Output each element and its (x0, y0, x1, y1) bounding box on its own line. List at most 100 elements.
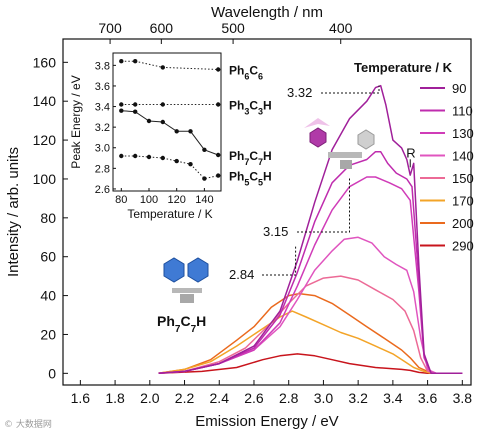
x2-tick-label: 700 (98, 20, 122, 36)
inset-y-title: Peak Energy / eV (69, 75, 83, 168)
series-150K-line (158, 275, 463, 375)
inset-series-Ph7C7H (121, 110, 219, 156)
molecule-label: Ph7C7H (157, 313, 206, 335)
plot-frame (62, 38, 472, 386)
blue-ring-icon (187, 257, 209, 283)
inset-point (174, 129, 179, 134)
legend-label: 140 (452, 149, 474, 164)
gray-block-icon (180, 294, 194, 303)
series-200K-line (158, 292, 463, 375)
legend-label: 200 (452, 216, 474, 231)
x2-tick-label: 600 (150, 20, 174, 36)
y-tick-label: 60 (40, 249, 56, 265)
inset-point (133, 109, 138, 114)
glow-icon (304, 118, 330, 128)
peak-leader (262, 245, 297, 276)
inset-point (133, 59, 138, 64)
inset-series-Ph6C6 (121, 60, 219, 70)
x-axis-title: Emission Energy / eV (195, 413, 338, 430)
inset-x-tick-label: 140 (195, 194, 213, 206)
y-tick-label: 140 (33, 93, 57, 109)
series-layer (158, 84, 463, 375)
legend-label: 110 (452, 104, 473, 119)
x-tick-label: 2.4 (210, 390, 230, 406)
legend-label: 150 (452, 171, 474, 186)
y-tick-label: 0 (48, 365, 56, 381)
inset-point (188, 129, 193, 134)
x2-axis-title: Wavelength / nm (211, 4, 323, 21)
inset-x-tick-label: 80 (115, 194, 127, 206)
inset-point (216, 152, 221, 158)
peak-label: 3.32 (287, 85, 312, 100)
inset-chart: 80 100 120 140 2.6 2.8 3.0 3.2 3.4 3.6 3.8 Ph6C6 Ph3… (69, 52, 272, 221)
inset-point (119, 59, 124, 64)
inset-point (119, 108, 124, 113)
molecule-sketch-upper (304, 118, 375, 169)
gray-bar-icon (328, 152, 362, 158)
x-tick-label: 3.2 (348, 390, 368, 406)
inset-point (146, 118, 152, 124)
legend-items: 90 110 130 140 150 170 200 290 (420, 81, 474, 254)
inset-series-label: Ph5C5H (229, 170, 272, 188)
inset-point (174, 158, 179, 164)
inset-point (133, 102, 138, 107)
inset-point (216, 67, 221, 72)
inset-y-tick-label: 3.0 (95, 143, 110, 155)
inset-point (119, 153, 124, 159)
inset-y-tick-label: 3.4 (95, 102, 110, 114)
band-label: R (406, 145, 415, 160)
inset-point (216, 102, 221, 107)
x-tick-label: 3.0 (314, 390, 334, 406)
x-tick-label: 2.0 (140, 390, 160, 406)
inset-point (160, 155, 165, 161)
gray-bar-icon (172, 288, 202, 293)
legend-title: Temperature / K (354, 60, 453, 75)
y-tick-label: 100 (33, 171, 57, 187)
peak-leader (321, 85, 380, 94)
x2-tick-label: 500 (221, 20, 245, 36)
legend-label: 90 (452, 81, 466, 96)
inset-series-label: Ph3C3H (229, 99, 272, 117)
axis-ticks: 1.6 1.8 2.0 2.2 2.4 2.6 2.8 3.0 3.2 3.4 3.6 3.8 0 20 4… (33, 20, 473, 406)
y-tick-label: 40 (40, 288, 56, 304)
inset-series-label: Ph7C7H (229, 149, 272, 167)
series-90K-line (158, 84, 463, 375)
inset-point (202, 147, 207, 152)
inset-series-label: Ph6C6 (229, 64, 263, 82)
legend-label: 170 (452, 194, 474, 209)
x-tick-label: 2.6 (244, 390, 264, 406)
peak-leader (297, 177, 350, 233)
series-290K-line (158, 353, 463, 375)
inset-point (202, 176, 207, 181)
inset-y-tick-label: 3.8 (95, 60, 110, 72)
inset-frame (112, 52, 222, 192)
watermark: © 大数据网 (4, 420, 52, 430)
x-tick-label: 1.8 (105, 390, 125, 406)
legend-label: 290 (452, 239, 474, 254)
inset-y-tick-label: 2.6 (95, 184, 110, 196)
y-tick-label: 120 (33, 132, 57, 148)
inset-point (146, 154, 152, 160)
x-tick-label: 2.2 (175, 390, 195, 406)
peak-label: 3.15 (263, 224, 288, 239)
x2-tick-label: 400 (329, 20, 353, 36)
x-tick-label: 1.6 (71, 390, 91, 406)
inset-x-title: Temperature / K (127, 207, 212, 221)
y-tick-label: 20 (40, 326, 56, 342)
legend: Temperature / K 90 110 130 140 150 170 200 290 (354, 60, 474, 254)
inset-x-tick-label: 100 (140, 194, 158, 206)
inset-y-tick-label: 2.8 (95, 163, 110, 175)
peak-label: 2.84 (229, 267, 254, 282)
inset-point (133, 153, 138, 159)
series-170K-line (158, 310, 463, 375)
inset-x-tick-label: 120 (168, 194, 186, 206)
inset-point (160, 119, 165, 125)
magenta-ring-icon (309, 127, 327, 148)
inset-point (188, 162, 193, 167)
inset-point (160, 102, 165, 107)
inset-layer: 80 100 120 140 2.6 2.8 3.0 3.2 3.4 3.6 3.8 Ph6C6 Ph3… (95, 59, 272, 206)
blue-ring-icon (163, 257, 185, 283)
y-axis-title: Intensity / arb. units (5, 147, 22, 277)
x-tick-label: 2.8 (279, 390, 299, 406)
